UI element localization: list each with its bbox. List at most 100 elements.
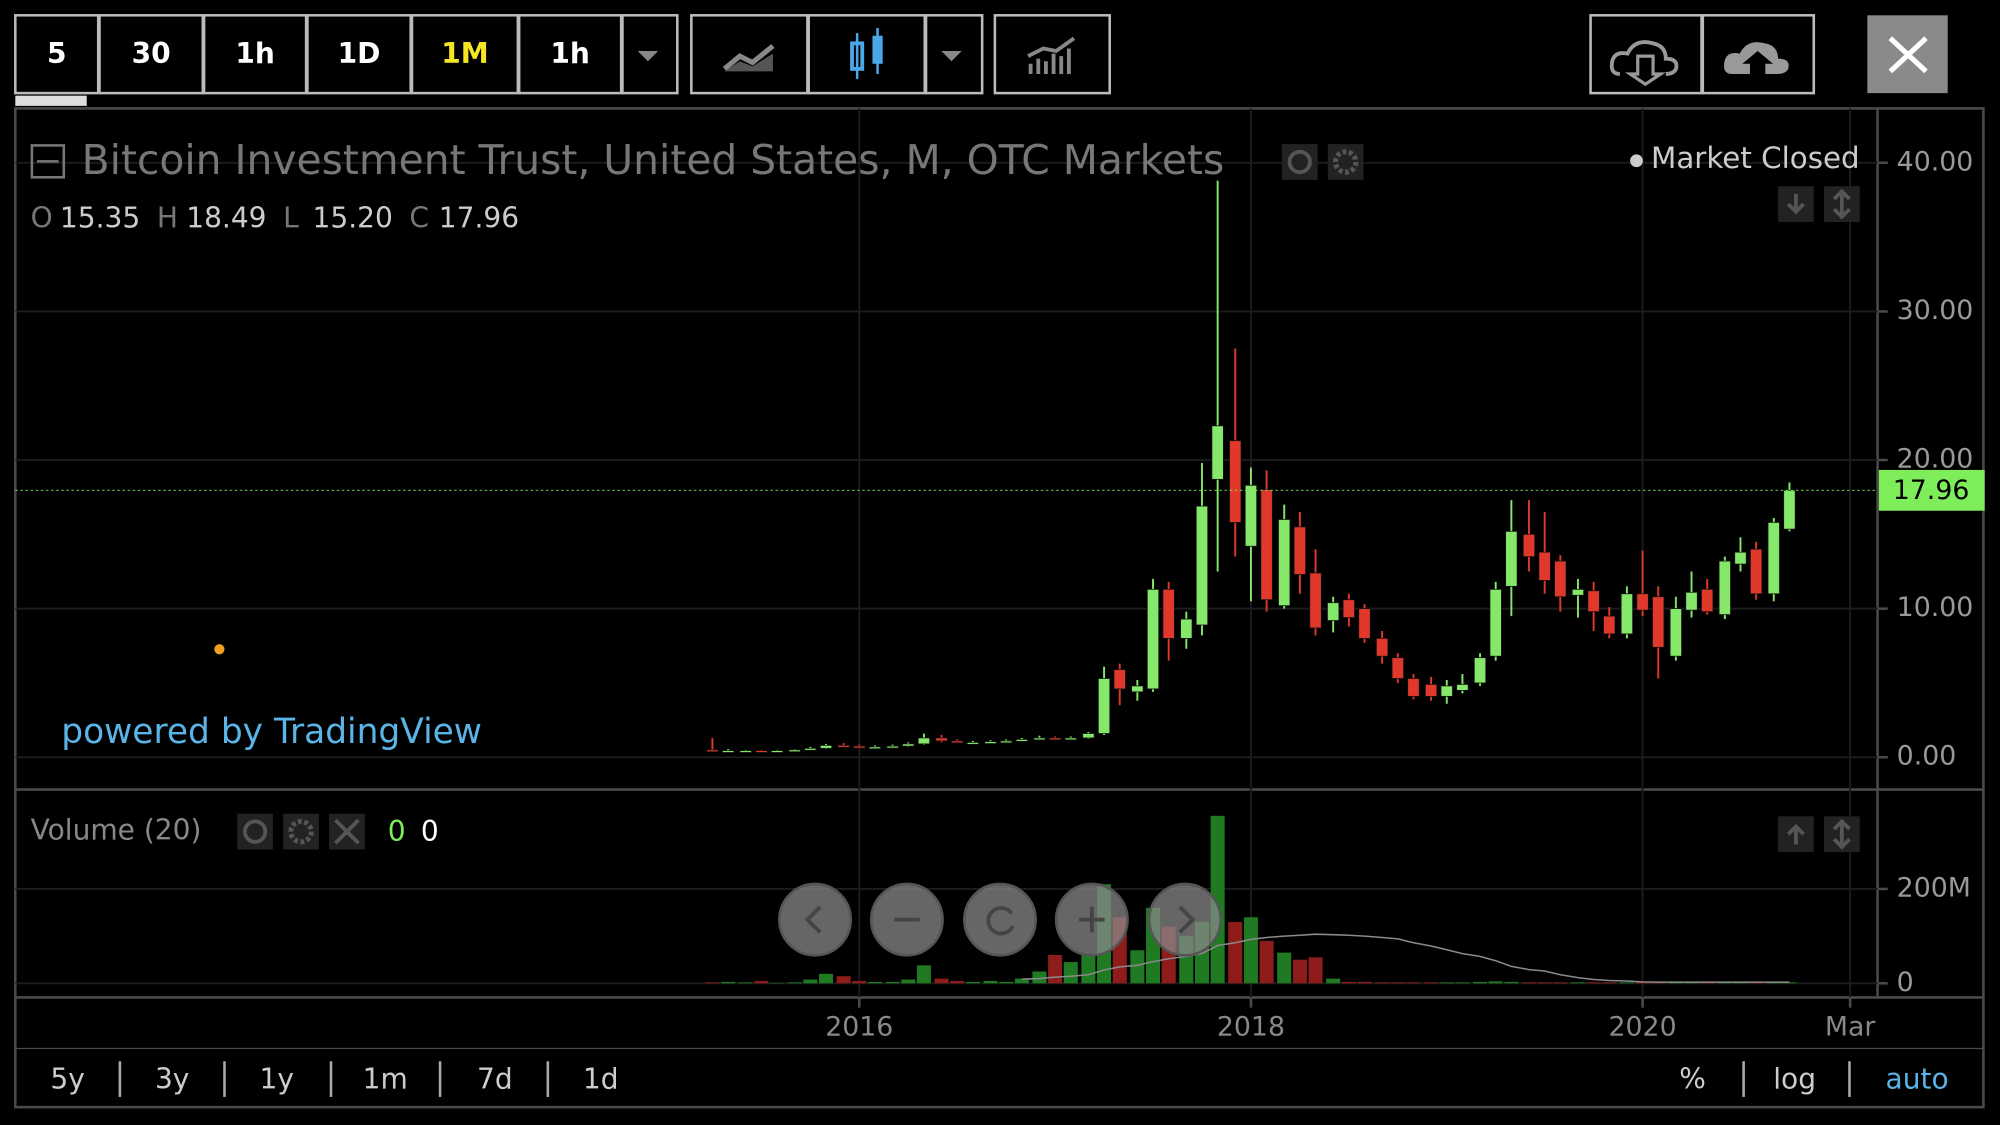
arrow-icon <box>1786 193 1805 215</box>
y-tick-label: 20.00 <box>1897 444 1974 475</box>
arrow-icon <box>1832 188 1851 220</box>
x-tick-label: 2020 <box>1609 1012 1677 1043</box>
scale-option[interactable]: log <box>1773 1062 1816 1095</box>
candle-body <box>1211 425 1224 480</box>
line-icon <box>722 43 775 71</box>
volume-bar <box>1341 981 1356 984</box>
candle-body <box>1554 560 1567 598</box>
ohlc-value: 15.35 <box>60 201 140 234</box>
scale-option[interactable]: auto <box>1886 1062 1949 1095</box>
range-button[interactable]: 1d <box>583 1062 619 1095</box>
close-icon <box>1888 36 1928 74</box>
candle-body <box>902 743 915 747</box>
interval-button[interactable] <box>410 14 520 95</box>
volume-bar <box>1553 982 1568 984</box>
candle-body <box>1244 484 1258 547</box>
volume-label: Volume (20) <box>31 814 202 847</box>
candle-body <box>1652 596 1665 648</box>
candle-body <box>1082 733 1095 739</box>
interval-label: 1M <box>441 37 488 70</box>
caret-icon <box>637 51 659 62</box>
range-button[interactable]: 1m <box>363 1062 408 1095</box>
cloud-download-icon <box>1609 40 1679 76</box>
plus-icon <box>1079 906 1105 933</box>
chevron-icon <box>1178 905 1196 934</box>
volume-bar <box>983 980 998 984</box>
scroll-right-button[interactable] <box>1147 882 1222 957</box>
range-button[interactable]: 3y <box>155 1062 189 1095</box>
candle-body <box>1327 602 1340 621</box>
scale-option[interactable]: % <box>1679 1062 1706 1095</box>
volume-bar <box>852 980 867 984</box>
reset-icon <box>986 906 1015 936</box>
candle-body <box>1701 588 1714 612</box>
candle-body <box>1229 440 1242 523</box>
volume-value: 0 <box>388 815 406 848</box>
range-button[interactable]: 1y <box>260 1062 294 1095</box>
candle-body <box>1131 685 1144 693</box>
volume-bar <box>1619 982 1634 984</box>
volume-bar <box>1537 982 1552 984</box>
volume-bar <box>867 981 882 984</box>
y-tick-label: 0.00 <box>1897 741 1957 772</box>
status-dot <box>1630 154 1643 168</box>
volume-bar <box>836 976 851 984</box>
ohlc-value: 18.49 <box>186 201 266 234</box>
x-tick-label: Mar <box>1825 1012 1876 1043</box>
last-price-box <box>1878 469 1985 511</box>
volume-bar <box>1308 957 1323 984</box>
candle-body <box>886 745 899 749</box>
interval-button[interactable] <box>202 14 308 95</box>
candle-body <box>1571 588 1585 596</box>
candle-body <box>1162 588 1175 639</box>
volume-bar <box>1586 982 1601 984</box>
candle-body <box>1033 737 1046 741</box>
volume-bar <box>1014 978 1029 984</box>
visibility-button[interactable] <box>237 813 273 850</box>
candle-body <box>1718 560 1731 615</box>
candle-body <box>837 744 850 748</box>
gear-icon <box>288 818 314 845</box>
candle-body <box>1620 593 1634 635</box>
collapse-icon[interactable] <box>30 144 66 179</box>
scroll-left-button[interactable] <box>778 882 853 957</box>
visibility-button[interactable] <box>1281 144 1318 180</box>
candle-body <box>853 745 866 749</box>
candle-body <box>1195 505 1209 626</box>
candle-body <box>755 750 768 753</box>
volume-bar <box>787 982 802 984</box>
candle-body <box>1376 637 1389 657</box>
volume-bar <box>965 981 980 984</box>
range-button[interactable]: 5y <box>50 1062 84 1095</box>
chart-title: Bitcoin Investment Trust, United States,… <box>82 136 1225 184</box>
candle-body <box>804 747 817 751</box>
range-button[interactable]: 7d <box>477 1062 513 1095</box>
volume-bar <box>738 982 753 984</box>
interval-label: 5 <box>47 37 67 70</box>
volume-bar <box>1570 982 1585 984</box>
candle-body <box>1440 685 1453 697</box>
reset-button[interactable] <box>963 882 1037 957</box>
candle-body <box>1489 588 1502 657</box>
indicators-button[interactable] <box>993 14 1111 95</box>
style-dropdown[interactable] <box>924 14 984 95</box>
interval-button[interactable] <box>517 14 623 95</box>
volume-bar <box>1390 982 1405 984</box>
candle-body <box>1342 599 1355 618</box>
volume-bar <box>1504 981 1519 984</box>
save-button[interactable] <box>1701 14 1816 95</box>
market-status: Market Closed <box>1651 141 1860 175</box>
volume-bar <box>1228 921 1243 984</box>
volume-ma-line <box>1021 933 1790 983</box>
grid <box>15 108 1888 1008</box>
volume-bar <box>721 981 736 984</box>
gear-icon <box>1332 149 1359 175</box>
candle-body <box>1146 588 1160 690</box>
volume-bar <box>1488 981 1503 984</box>
candle-body <box>868 746 882 750</box>
candle-body <box>1000 740 1013 744</box>
candle-body <box>1309 572 1322 629</box>
watermark[interactable]: powered by TradingView <box>61 712 482 752</box>
candle-body <box>1473 657 1487 684</box>
